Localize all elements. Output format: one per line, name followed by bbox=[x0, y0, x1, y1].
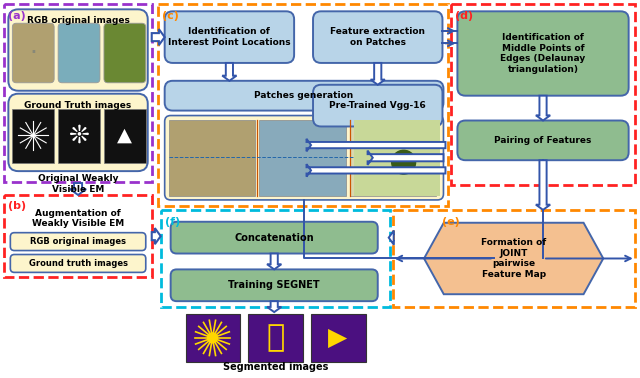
FancyBboxPatch shape bbox=[12, 23, 54, 83]
Text: Ground Truth images: Ground Truth images bbox=[24, 101, 132, 110]
Polygon shape bbox=[70, 183, 86, 195]
Polygon shape bbox=[424, 223, 604, 294]
Polygon shape bbox=[367, 150, 444, 165]
Text: Identification of
Interest Point Locations: Identification of Interest Point Locatio… bbox=[168, 28, 291, 47]
FancyBboxPatch shape bbox=[164, 11, 294, 63]
FancyBboxPatch shape bbox=[104, 23, 146, 83]
Polygon shape bbox=[388, 231, 394, 245]
Polygon shape bbox=[267, 254, 282, 270]
Bar bbox=[354, 119, 440, 196]
Text: Identification of
Middle Points of
Edges (Delaunay
triangulation): Identification of Middle Points of Edges… bbox=[500, 33, 586, 74]
Text: (c): (c) bbox=[162, 11, 179, 21]
FancyBboxPatch shape bbox=[458, 11, 628, 96]
FancyBboxPatch shape bbox=[164, 81, 444, 111]
Polygon shape bbox=[307, 139, 445, 151]
FancyBboxPatch shape bbox=[10, 254, 146, 273]
Text: ·: · bbox=[29, 41, 37, 65]
Text: Pre-Trained Vgg-16: Pre-Trained Vgg-16 bbox=[330, 101, 426, 110]
Circle shape bbox=[392, 150, 415, 174]
Bar bbox=[104, 108, 146, 163]
Bar bbox=[157, 5, 449, 206]
FancyBboxPatch shape bbox=[458, 121, 628, 160]
Bar bbox=[186, 314, 241, 362]
Bar bbox=[248, 314, 303, 362]
FancyBboxPatch shape bbox=[313, 85, 442, 127]
Polygon shape bbox=[152, 29, 164, 45]
FancyBboxPatch shape bbox=[8, 94, 148, 171]
Polygon shape bbox=[222, 63, 237, 81]
Text: RGB original images: RGB original images bbox=[30, 237, 126, 246]
Text: (a): (a) bbox=[8, 11, 26, 21]
Text: (d): (d) bbox=[456, 11, 474, 21]
Text: ▲: ▲ bbox=[117, 126, 132, 145]
Text: RGB original images: RGB original images bbox=[27, 16, 129, 25]
Bar bbox=[4, 195, 152, 277]
FancyBboxPatch shape bbox=[10, 233, 146, 251]
Bar bbox=[169, 119, 255, 196]
Polygon shape bbox=[536, 160, 550, 210]
Text: Segmented images: Segmented images bbox=[223, 362, 328, 372]
Text: (f): (f) bbox=[164, 217, 180, 227]
Text: Augmentation of
Weakly Visible EM: Augmentation of Weakly Visible EM bbox=[32, 209, 124, 228]
FancyBboxPatch shape bbox=[171, 222, 378, 254]
Polygon shape bbox=[267, 301, 282, 312]
Polygon shape bbox=[152, 228, 161, 244]
Bar bbox=[451, 5, 635, 185]
Bar bbox=[259, 119, 346, 196]
Text: Original Weakly
Visible EM: Original Weakly Visible EM bbox=[38, 174, 118, 194]
Polygon shape bbox=[371, 63, 385, 85]
FancyBboxPatch shape bbox=[171, 270, 378, 301]
FancyBboxPatch shape bbox=[313, 11, 442, 63]
FancyBboxPatch shape bbox=[58, 23, 100, 83]
Text: Concatenation: Concatenation bbox=[234, 232, 314, 243]
Text: ❊: ❊ bbox=[68, 123, 90, 147]
Polygon shape bbox=[536, 96, 550, 121]
Text: Feature extraction
on Patches: Feature extraction on Patches bbox=[330, 28, 425, 47]
Text: Ground truth images: Ground truth images bbox=[29, 259, 127, 268]
Bar bbox=[350, 119, 436, 196]
Bar bbox=[12, 108, 54, 163]
Text: ▶: ▶ bbox=[328, 326, 348, 350]
Text: Patches generation: Patches generation bbox=[255, 91, 354, 100]
Bar bbox=[311, 314, 366, 362]
Bar bbox=[58, 108, 100, 163]
Circle shape bbox=[207, 333, 218, 343]
Text: (b): (b) bbox=[8, 201, 26, 211]
Polygon shape bbox=[307, 164, 445, 177]
Text: (e): (e) bbox=[442, 217, 460, 227]
FancyBboxPatch shape bbox=[8, 9, 148, 91]
Bar bbox=[4, 5, 152, 182]
Text: Pairing of Features: Pairing of Features bbox=[494, 136, 592, 145]
FancyBboxPatch shape bbox=[164, 116, 444, 200]
Text: Formation of
JOINT
pairwise
Feature Map: Formation of JOINT pairwise Feature Map bbox=[481, 239, 547, 279]
Bar bbox=[161, 210, 390, 307]
Text: Training SEGNET: Training SEGNET bbox=[228, 280, 320, 290]
Text: 🌿: 🌿 bbox=[266, 324, 284, 352]
Bar bbox=[393, 210, 635, 307]
